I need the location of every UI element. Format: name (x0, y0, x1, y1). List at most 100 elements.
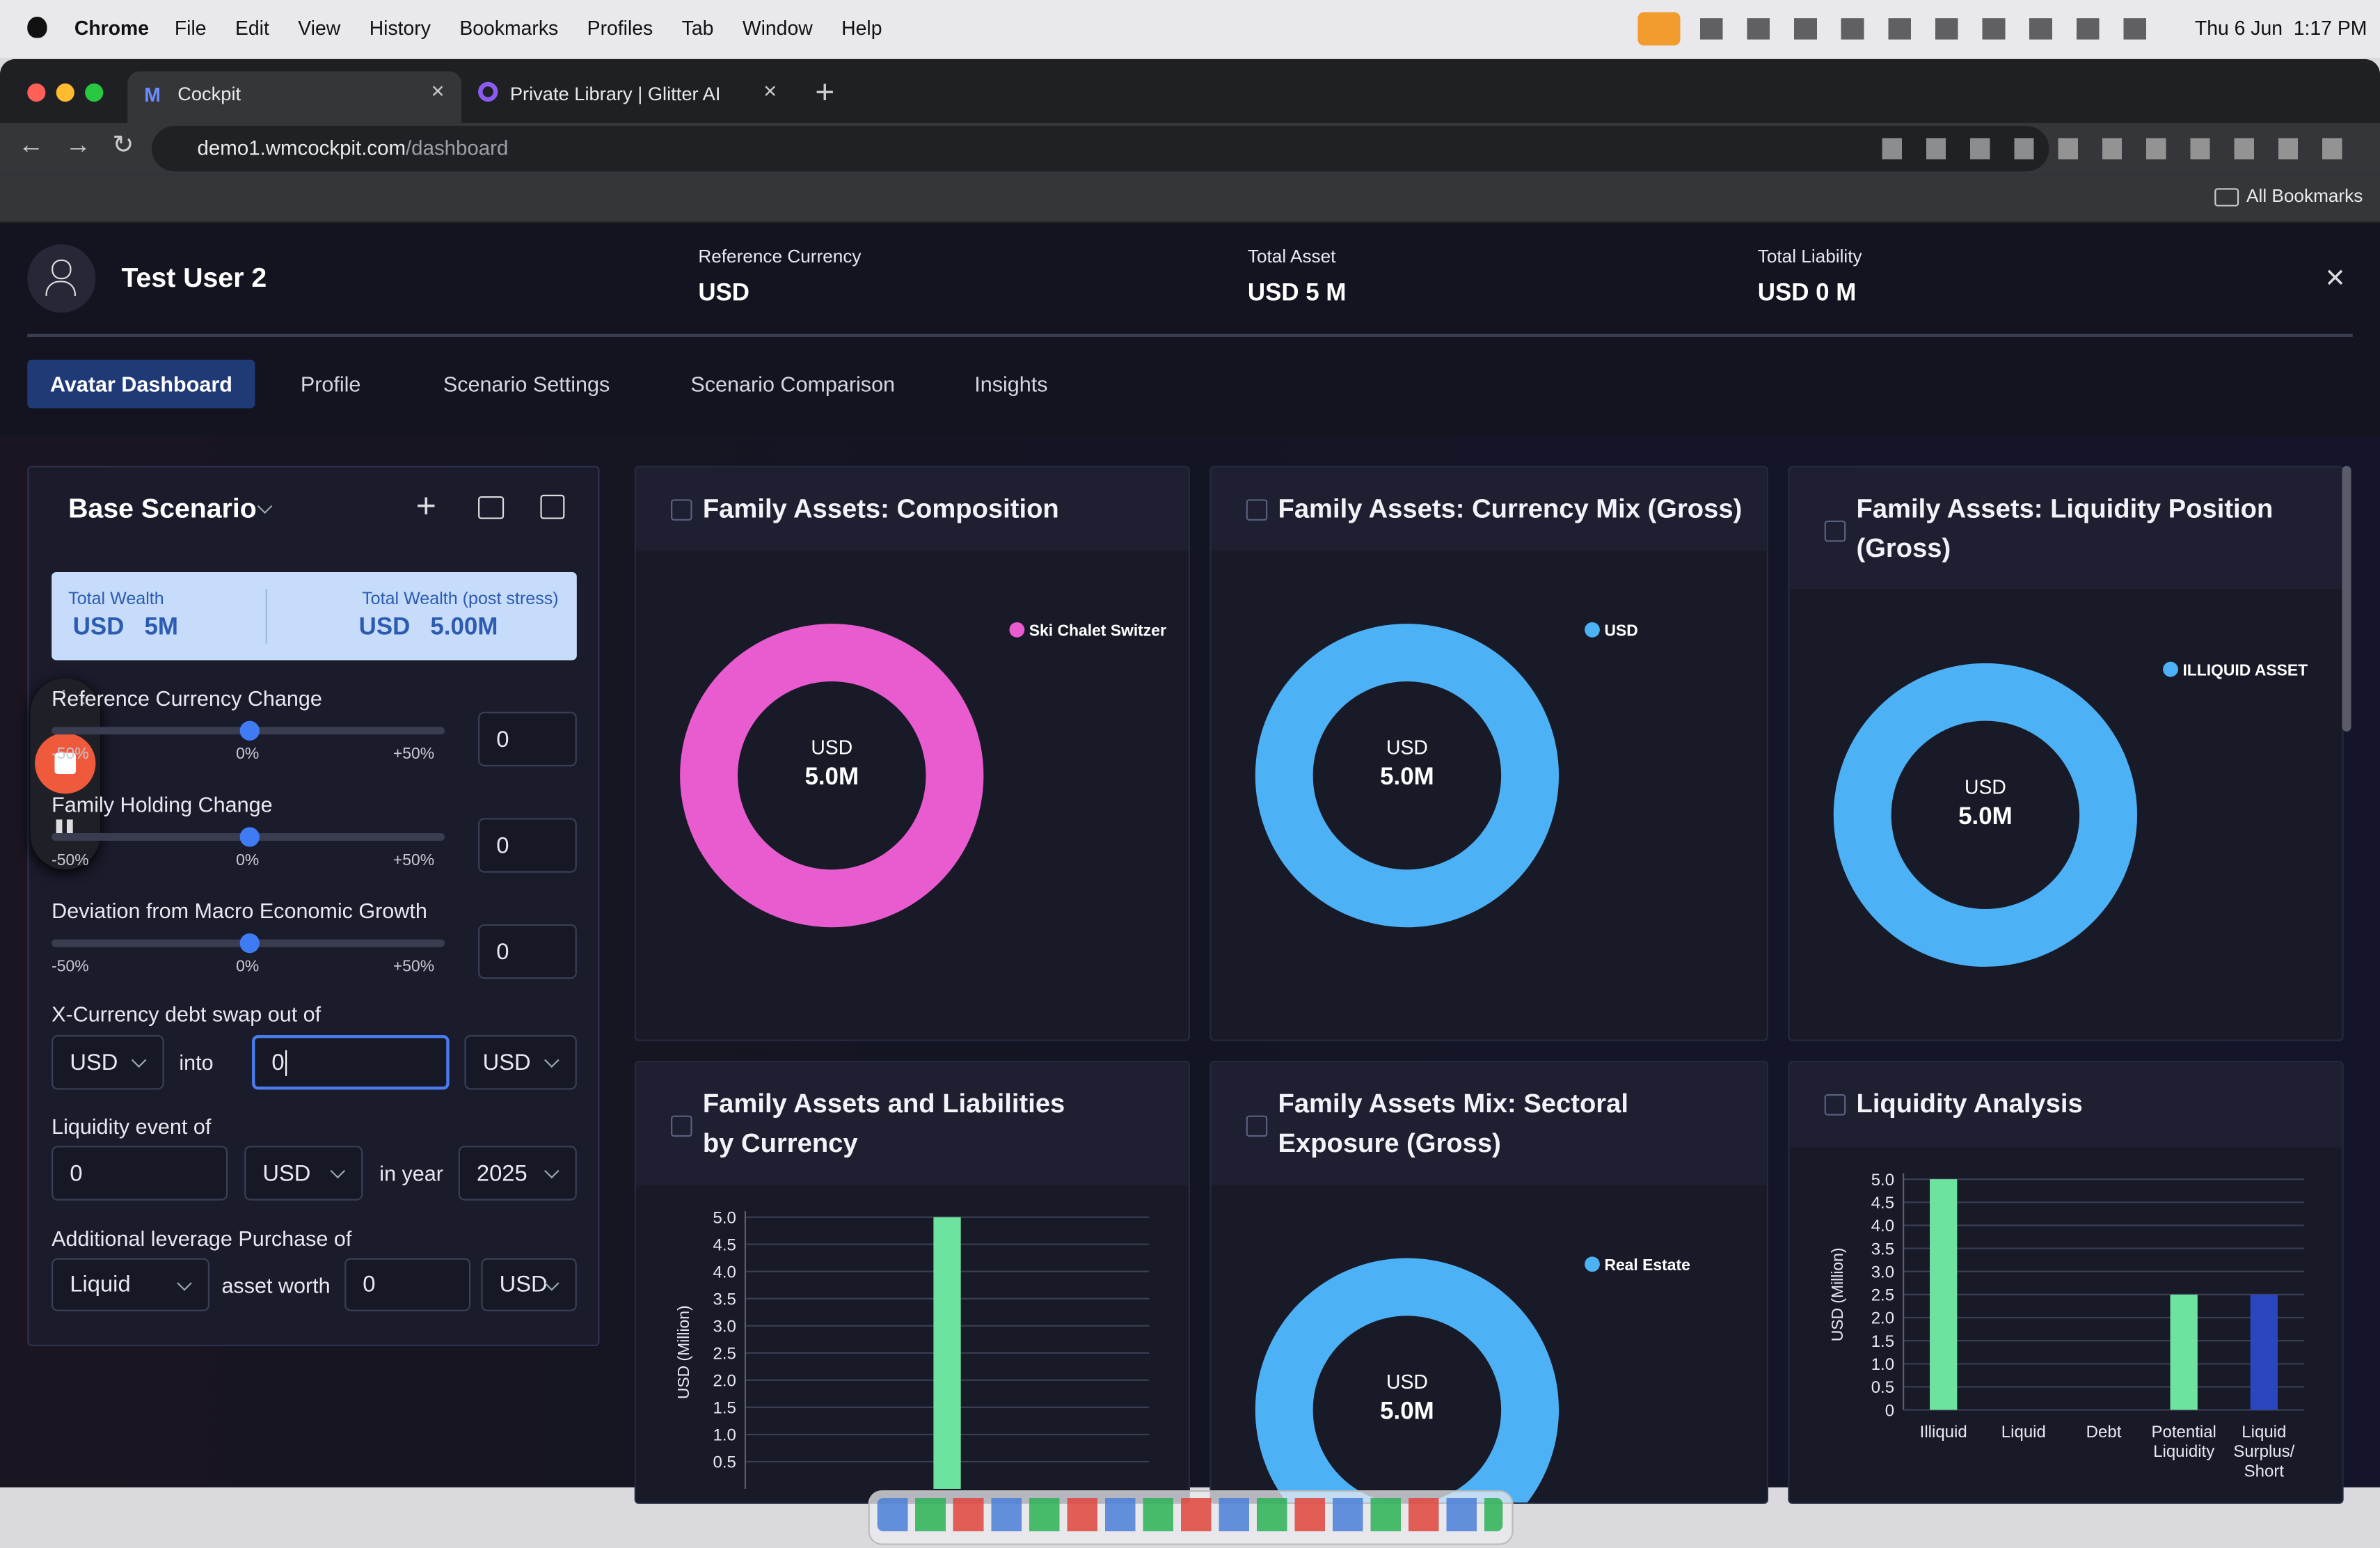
liquidity-year-text: 2025 (476, 1160, 527, 1186)
total-wealth-label: Total Wealth (68, 590, 164, 609)
tab-title[interactable]: Cockpit (177, 83, 241, 105)
liquidity-year[interactable]: 2025 (458, 1146, 577, 1201)
scenario-dropdown[interactable] (243, 495, 288, 522)
swap-to[interactable]: USD (464, 1035, 577, 1090)
checkbox[interactable] (671, 1115, 692, 1137)
y-tick-label: 3.5 (1871, 1240, 1894, 1258)
recorder-grip[interactable]: ⋮⋮ (54, 686, 95, 708)
close-button[interactable] (27, 83, 46, 102)
new-tab[interactable]: + (815, 72, 835, 111)
menu-item[interactable]: Profiles (587, 16, 653, 40)
swap-to-text: USD (482, 1049, 531, 1075)
dock-icons[interactable] (877, 1498, 1503, 1532)
menu-item[interactable]: Bookmarks (459, 16, 559, 40)
menu-item[interactable]: History (369, 16, 431, 40)
close-icon[interactable]: × (2325, 258, 2345, 297)
bookmarks-bar (0, 174, 2380, 223)
field-value: USD (698, 281, 749, 307)
menu-item[interactable]: Window (742, 16, 813, 40)
leverage-amount[interactable]: 0 (344, 1258, 471, 1311)
tab-close[interactable]: × (431, 79, 445, 105)
minimize-button[interactable] (56, 83, 74, 102)
zoom-button[interactable] (85, 83, 104, 102)
scrollbar (2342, 466, 2351, 732)
active-tab[interactable] (127, 71, 462, 123)
checkbox[interactable] (671, 499, 692, 521)
pause-button[interactable] (56, 819, 63, 839)
y-tick-label: 1.5 (1871, 1332, 1894, 1351)
y-tick-label: 4.5 (713, 1235, 736, 1254)
liquidity-amount-text: 0 (70, 1160, 83, 1186)
url-host[interactable]: demo1.wmcockpit.com/dashboard (198, 136, 509, 159)
divider (27, 333, 2353, 338)
legend-swatch (1009, 622, 1025, 638)
menu-items: File Edit View History Bookmarks Profiles Tab W… (175, 17, 882, 40)
y-tick-label: 3.0 (713, 1318, 736, 1336)
tab-title[interactable]: Private Library | Glitter AI (509, 83, 721, 105)
slider-tick-label: -50% (51, 851, 89, 870)
leverage-currency[interactable]: USD (481, 1258, 577, 1311)
chart-card: Family Assets and Liabilities by Currenc… (634, 1061, 1190, 1504)
slider-input[interactable]: 0 (478, 818, 577, 873)
menu-item[interactable]: Help (841, 16, 882, 40)
card-title: Family Assets Mix: Sectoral Exposure (Gr… (1278, 1088, 1629, 1158)
slider-input[interactable]: 0 (478, 924, 577, 979)
y-tick-label: 2.5 (713, 1345, 736, 1364)
value-label: 5.0M (1380, 1398, 1434, 1425)
slider-thumb[interactable] (239, 933, 259, 954)
slider-input[interactable]: 0 (478, 711, 577, 767)
slider-tick-label: -50% (51, 957, 89, 976)
liquidity-amount[interactable]: 0 (51, 1146, 228, 1201)
slider-thumb[interactable] (239, 827, 259, 847)
menu-item[interactable]: View (298, 16, 341, 40)
add-icon[interactable]: + (415, 485, 436, 526)
bookmarks[interactable]: All Bookmarks (2246, 185, 2363, 207)
nav-buttons[interactable]: ←→↻ (18, 130, 156, 159)
checkbox[interactable] (1246, 499, 1268, 521)
legend-swatch (2163, 661, 2178, 677)
menu-item[interactable]: Tab (681, 16, 714, 40)
slider-thumb[interactable] (239, 720, 259, 741)
nav-tab[interactable]: Insights (974, 372, 1048, 397)
y-tick-label: 2.0 (1871, 1309, 1894, 1328)
y-tick-label: 1.0 (1871, 1355, 1894, 1374)
y-tick-label: 3.0 (1871, 1263, 1894, 1281)
field-label: Reference Currency (698, 246, 862, 267)
value-label: 5.0M (1958, 803, 2013, 830)
leverage-asset[interactable]: Liquid (51, 1258, 209, 1311)
nav-tab[interactable]: Scenario Comparison (690, 372, 896, 397)
extension-icons[interactable] (1882, 138, 2353, 159)
swap-label: X-Currency debt swap out of (51, 1002, 322, 1026)
omnibox[interactable] (152, 125, 2049, 172)
nav-tab[interactable]: Scenario Settings (443, 372, 610, 397)
leverage-asset-text: Liquid (70, 1272, 131, 1298)
bar (2170, 1294, 2198, 1410)
url-path: /dashboard (406, 136, 509, 159)
page-header (0, 223, 2380, 436)
total-wealth: USD 5M (72, 615, 178, 641)
slider-tick-label: +50% (392, 745, 435, 764)
chart: USD 5.0M ILLIQUID ASSET (1833, 661, 2308, 967)
checkbox[interactable] (1824, 520, 1846, 542)
checkbox[interactable] (1246, 1115, 1268, 1137)
checkbox[interactable] (1824, 1094, 1846, 1116)
menu-item[interactable]: Edit (235, 16, 269, 40)
card-title: Family Assets: Currency Mix (Gross) (1278, 493, 1743, 524)
status-icons (1699, 18, 2171, 40)
url-host: demo1.wmcockpit.com (197, 136, 406, 159)
slider-tick-label: 0% (236, 745, 260, 764)
liquidity-currency[interactable]: USD (244, 1146, 363, 1201)
swap-from[interactable]: USD (51, 1035, 164, 1090)
field-value: USD 5 M (1247, 281, 1347, 307)
scenario-title[interactable]: Base Scenario (68, 493, 257, 524)
y-tick-label: 4.5 (1871, 1194, 1894, 1213)
card-header (1789, 1062, 2342, 1148)
save-icon[interactable] (540, 494, 565, 519)
nav-tab-active[interactable]: Avatar Dashboard (27, 359, 255, 409)
tab-close[interactable]: × (763, 79, 777, 105)
print-icon[interactable] (478, 496, 505, 519)
menu-item[interactable]: File (174, 16, 207, 40)
nav-tab[interactable]: Profile (300, 372, 361, 397)
swap-amount[interactable]: 0 (252, 1035, 450, 1090)
